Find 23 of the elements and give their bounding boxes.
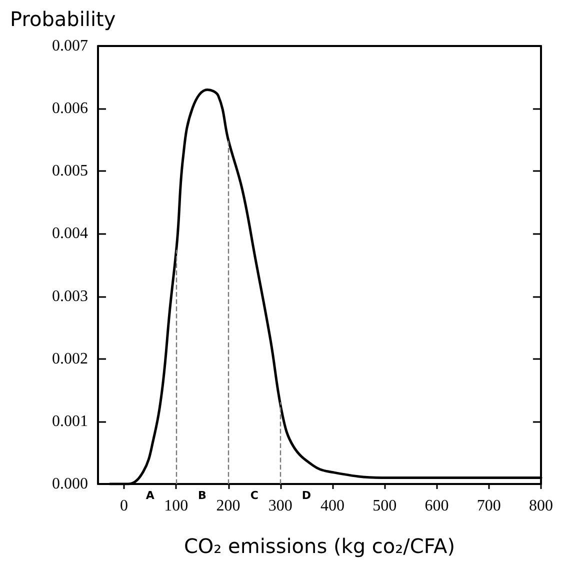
text: A bbox=[146, 489, 155, 502]
x-axis-title: CO₂ emissions (kg co₂/CFA) bbox=[184, 534, 456, 558]
y-tick-label: 0.004 bbox=[52, 225, 88, 242]
text: B bbox=[198, 489, 206, 502]
x-tick-label: 200 bbox=[216, 498, 240, 514]
x-tick-label: 800 bbox=[529, 498, 553, 514]
y-tick-label: 0.001 bbox=[52, 412, 88, 430]
y-tick-label: 0.007 bbox=[52, 38, 88, 54]
text: D bbox=[302, 489, 312, 502]
x-tick-label: 400 bbox=[320, 498, 345, 514]
y-tick-label: 0.006 bbox=[52, 100, 88, 118]
x-tick-label: 300 bbox=[268, 498, 292, 514]
y-tick-label: 0.002 bbox=[52, 350, 88, 368]
x-tick-label: 700 bbox=[476, 498, 501, 514]
x-tick-label: 100 bbox=[164, 498, 188, 514]
y-tick-label: 0.005 bbox=[52, 162, 88, 180]
x-tick-label: 500 bbox=[372, 498, 397, 514]
x-tick-label: 600 bbox=[424, 498, 449, 514]
y-tick-label: 0.003 bbox=[52, 288, 88, 305]
chart-title: Probability bbox=[10, 7, 116, 31]
text: C bbox=[250, 489, 258, 502]
x-tick-label: 0 bbox=[120, 498, 128, 514]
y-tick-label: 0.000 bbox=[52, 476, 88, 492]
